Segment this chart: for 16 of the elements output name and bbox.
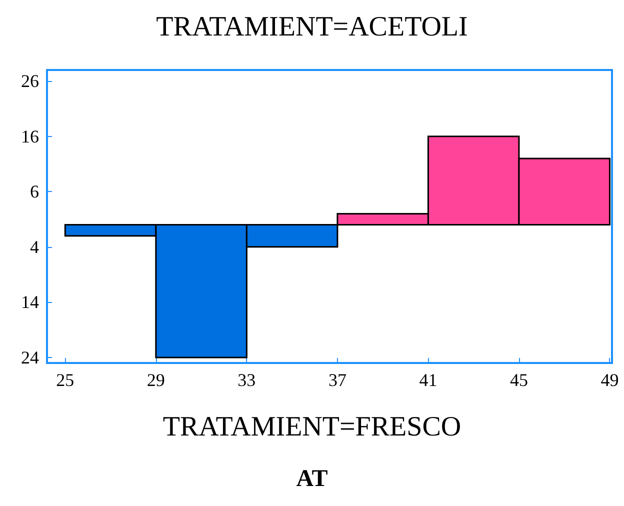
x-tick-label: 29 — [146, 370, 165, 390]
x-tick-label: 45 — [510, 370, 528, 390]
x-tick-label: 33 — [238, 370, 256, 390]
text: TRATAMIENT=ACETOLI — [156, 12, 468, 42]
y-tick-label: 16 — [21, 126, 39, 146]
y-tick-label: 14 — [21, 292, 39, 312]
x-axis-title: AT — [296, 466, 328, 492]
x-tick-label: 37 — [328, 370, 346, 390]
y-tick-label: 26 — [21, 71, 39, 92]
y-tick-label: 24 — [21, 347, 39, 368]
y-tick-label: 4 — [30, 236, 39, 257]
x-tick-label: 25 — [56, 370, 74, 390]
text: TRATAMIENT=FRESCO — [162, 412, 462, 442]
x-tick-label: 49 — [600, 370, 619, 390]
y-tick-label: 6 — [30, 182, 39, 202]
x-tick-label: 41 — [419, 370, 438, 390]
